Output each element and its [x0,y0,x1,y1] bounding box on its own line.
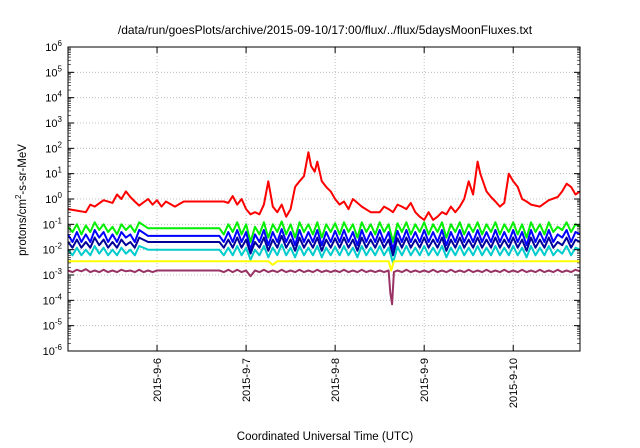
y-tick-label: 105 [45,64,62,79]
x-tick-label: 2015-9-9 [419,358,431,402]
y-tick-label: 10-4 [43,292,63,307]
x-axis-label: Coordinated Universal Time (UTC) [237,431,414,443]
y-tick-label: 10-1 [43,216,63,231]
series-line-7 [67,268,581,306]
y-axis-label: protons/cm2-s-sr-MeV [14,144,29,256]
y-tick-label: 10-3 [43,267,63,282]
x-tick-label: 2015-9-10 [508,358,520,408]
y-tick-label: 106 [45,39,62,54]
series-line-4 [67,234,581,257]
y-tick-label: 101 [45,166,62,181]
y-tick-label: 102 [45,140,62,155]
y-axis: 10-6 10-5 10-4 10-3 10-2 10-1 100 101 102 103 104 1… [43,39,580,358]
series-line-3 [67,228,581,251]
series-line-5 [67,243,581,264]
y-tick-label: 10-5 [43,318,63,333]
x-tick-label: 2015-9-7 [241,358,253,402]
grid-lines [68,47,580,351]
y-tick-label: 104 [45,90,62,105]
y-tick-label: 10-6 [43,343,63,358]
x-tick-label: 2015-9-6 [152,358,164,402]
y-tick-label: 103 [45,115,62,130]
chart-title: /data/run/goesPlots/archive/2015-09-10/1… [118,23,533,37]
series-line-1 [67,151,581,221]
y-tick-label: 100 [45,191,62,206]
series-lines [67,151,581,306]
x-axis: 2015-9-6 2015-9-7 2015-9-8 2015-9-9 2015-9-1… [152,47,520,408]
x-tick-label: 2015-9-8 [330,358,342,402]
series-line-2 [67,220,581,243]
series-line-6 [68,260,580,272]
y-tick-label: 10-2 [43,242,63,257]
